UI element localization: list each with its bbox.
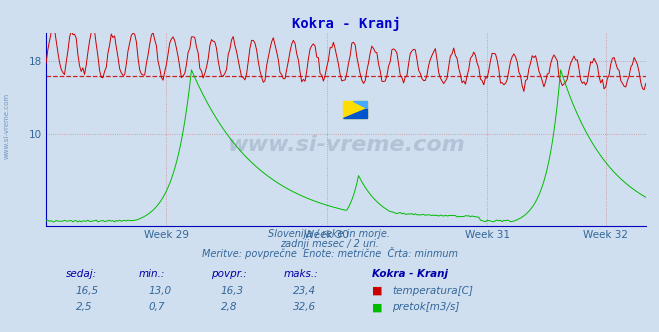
Text: zadnji mesec / 2 uri.: zadnji mesec / 2 uri. (280, 239, 379, 249)
Text: maks.:: maks.: (283, 269, 318, 279)
Text: 23,4: 23,4 (293, 286, 316, 296)
Text: min.:: min.: (138, 269, 165, 279)
Text: 2,5: 2,5 (76, 302, 92, 312)
Text: 32,6: 32,6 (293, 302, 316, 312)
Text: 13,0: 13,0 (148, 286, 171, 296)
Bar (343, 101, 367, 118)
Text: ■: ■ (372, 286, 383, 296)
Text: temperatura[C]: temperatura[C] (392, 286, 473, 296)
Text: 0,7: 0,7 (148, 302, 165, 312)
Text: Meritve: povprečne  Enote: metrične  Črta: minmum: Meritve: povprečne Enote: metrične Črta:… (202, 247, 457, 259)
Text: www.si-vreme.com: www.si-vreme.com (3, 93, 9, 159)
Text: ■: ■ (372, 302, 383, 312)
Polygon shape (343, 108, 367, 118)
Text: Kokra - Kranj: Kokra - Kranj (372, 269, 448, 279)
Text: pretok[m3/s]: pretok[m3/s] (392, 302, 459, 312)
Text: www.si-vreme.com: www.si-vreme.com (227, 135, 465, 155)
Text: 16,3: 16,3 (221, 286, 244, 296)
Text: sedaj:: sedaj: (66, 269, 97, 279)
Polygon shape (353, 101, 367, 108)
Text: 16,5: 16,5 (76, 286, 99, 296)
Text: 2,8: 2,8 (221, 302, 237, 312)
Title: Kokra - Kranj: Kokra - Kranj (291, 17, 401, 31)
Text: povpr.:: povpr.: (211, 269, 246, 279)
Text: Slovenija / reke in morje.: Slovenija / reke in morje. (268, 229, 391, 239)
